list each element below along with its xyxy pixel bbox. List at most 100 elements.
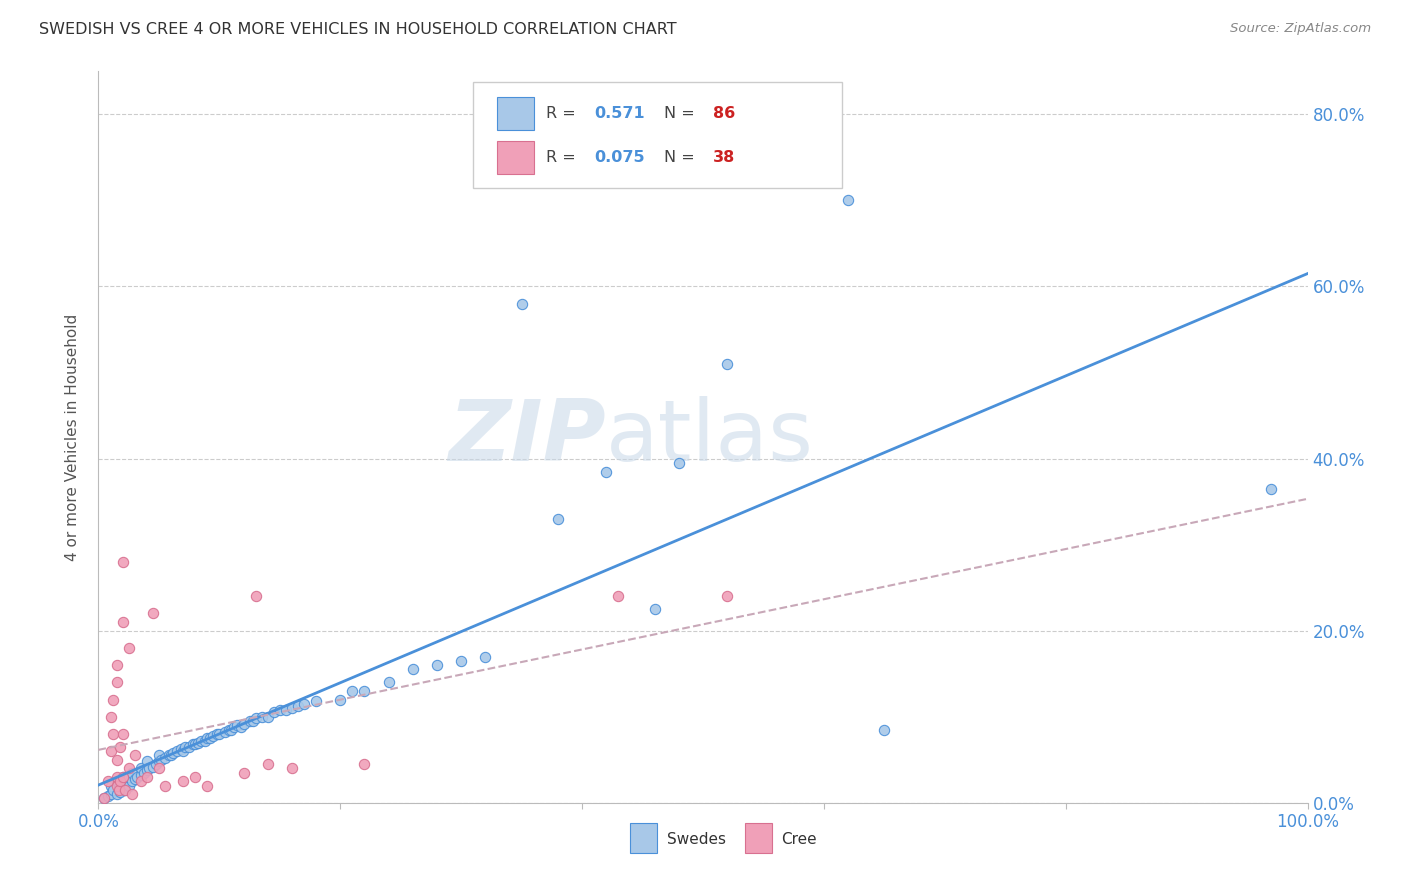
Point bbox=[194, 734, 217, 748]
Point bbox=[242, 714, 264, 728]
Point bbox=[111, 615, 134, 629]
Point bbox=[160, 748, 183, 763]
Point bbox=[129, 761, 152, 775]
Bar bbox=[745, 823, 772, 853]
Text: 86: 86 bbox=[713, 106, 735, 121]
Text: ZIP: ZIP bbox=[449, 395, 606, 479]
Point bbox=[205, 727, 228, 741]
Text: R =: R = bbox=[546, 150, 581, 165]
Point bbox=[108, 780, 131, 795]
Point bbox=[1260, 482, 1282, 496]
Point bbox=[100, 779, 122, 793]
Point bbox=[202, 729, 225, 743]
Bar bbox=[630, 823, 657, 853]
Point bbox=[100, 744, 122, 758]
Point bbox=[134, 765, 156, 780]
Point bbox=[263, 706, 285, 720]
Point bbox=[105, 753, 128, 767]
Point bbox=[135, 770, 157, 784]
Point bbox=[105, 787, 128, 801]
Point bbox=[148, 755, 170, 769]
Point bbox=[281, 701, 304, 715]
Point bbox=[239, 714, 262, 728]
Point bbox=[221, 723, 243, 737]
Point bbox=[129, 768, 152, 782]
Point bbox=[169, 742, 191, 756]
Point bbox=[162, 746, 184, 760]
Point bbox=[108, 783, 131, 797]
Point bbox=[256, 710, 278, 724]
Point bbox=[218, 723, 240, 737]
Point bbox=[108, 785, 131, 799]
Point bbox=[97, 789, 120, 803]
Point bbox=[222, 720, 245, 734]
Point bbox=[93, 791, 115, 805]
Point bbox=[256, 757, 278, 772]
Point bbox=[118, 779, 141, 793]
Point bbox=[101, 727, 124, 741]
Point bbox=[547, 512, 569, 526]
Point bbox=[172, 744, 194, 758]
Point bbox=[450, 654, 472, 668]
Text: SWEDISH VS CREE 4 OR MORE VEHICLES IN HOUSEHOLD CORRELATION CHART: SWEDISH VS CREE 4 OR MORE VEHICLES IN HO… bbox=[39, 22, 678, 37]
Point bbox=[187, 735, 209, 749]
Point bbox=[129, 774, 152, 789]
Point bbox=[181, 737, 204, 751]
Point bbox=[101, 692, 124, 706]
Point bbox=[281, 761, 304, 775]
Point bbox=[353, 684, 375, 698]
Point bbox=[153, 751, 176, 765]
Point bbox=[716, 357, 738, 371]
Text: N =: N = bbox=[664, 106, 700, 121]
Bar bbox=[498, 141, 534, 174]
Point bbox=[118, 761, 141, 775]
Point bbox=[474, 649, 496, 664]
Point bbox=[342, 684, 364, 698]
Bar bbox=[498, 97, 534, 130]
Point bbox=[148, 748, 170, 763]
Point bbox=[287, 699, 309, 714]
Point bbox=[111, 770, 134, 784]
Point bbox=[190, 734, 212, 748]
Point bbox=[607, 589, 630, 603]
Text: N =: N = bbox=[664, 150, 700, 165]
Text: 0.571: 0.571 bbox=[595, 106, 645, 121]
Point bbox=[121, 787, 143, 801]
Point bbox=[232, 716, 254, 731]
Point bbox=[214, 725, 236, 739]
Point bbox=[153, 779, 176, 793]
Point bbox=[426, 658, 449, 673]
Y-axis label: 4 or more Vehicles in Household: 4 or more Vehicles in Household bbox=[65, 313, 80, 561]
Point bbox=[195, 779, 218, 793]
Point bbox=[292, 697, 315, 711]
Point bbox=[114, 783, 136, 797]
Point bbox=[97, 774, 120, 789]
Point bbox=[250, 710, 273, 724]
Point bbox=[121, 774, 143, 789]
Point bbox=[377, 675, 399, 690]
Point bbox=[157, 748, 180, 763]
Point bbox=[114, 774, 136, 789]
Point bbox=[245, 589, 267, 603]
Text: atlas: atlas bbox=[606, 395, 814, 479]
Point bbox=[105, 675, 128, 690]
Point bbox=[166, 744, 188, 758]
Point bbox=[150, 753, 173, 767]
Point bbox=[93, 791, 115, 805]
Point bbox=[229, 720, 252, 734]
Point bbox=[232, 765, 254, 780]
Point bbox=[716, 589, 738, 603]
Point bbox=[138, 761, 160, 775]
Point bbox=[644, 602, 666, 616]
Point bbox=[124, 772, 146, 786]
Text: Swedes: Swedes bbox=[666, 832, 725, 847]
Point bbox=[329, 692, 352, 706]
Point bbox=[510, 296, 533, 310]
Point bbox=[402, 662, 425, 676]
Point bbox=[148, 761, 170, 775]
Point bbox=[105, 770, 128, 784]
Point bbox=[135, 755, 157, 769]
Point bbox=[226, 718, 249, 732]
FancyBboxPatch shape bbox=[474, 82, 842, 188]
Text: Source: ZipAtlas.com: Source: ZipAtlas.com bbox=[1230, 22, 1371, 36]
